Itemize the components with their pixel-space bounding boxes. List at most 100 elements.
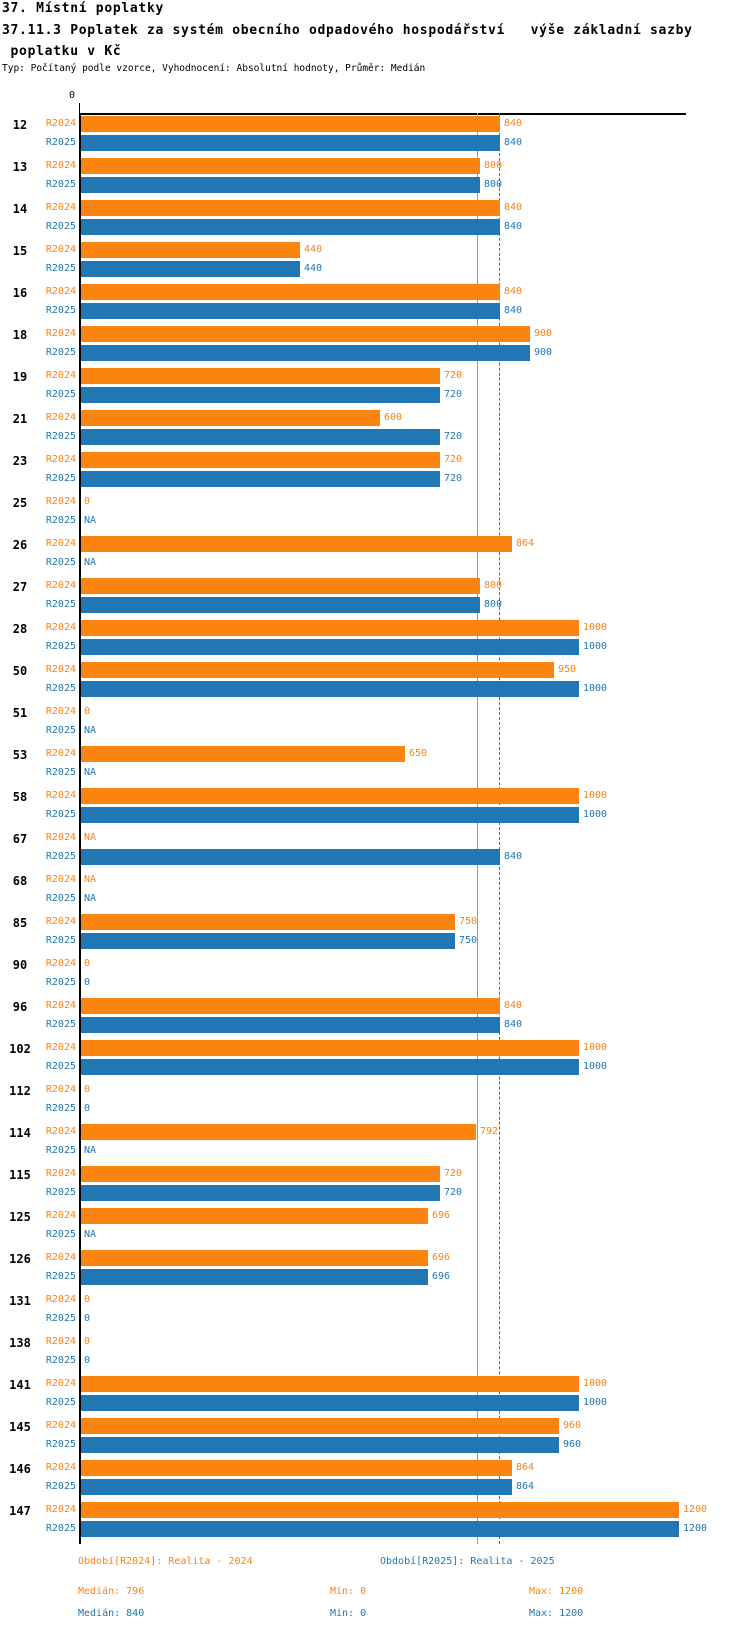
bar-track: 0 — [81, 1082, 90, 1098]
category-row: 14 R2024 840 R2025 840 — [0, 200, 750, 242]
bar-track: 1000 — [81, 1059, 607, 1075]
bar-value-label: 840 — [504, 221, 523, 232]
bar-row-r2025: R2025 720 — [0, 429, 750, 445]
bar-value-label: 0 — [84, 1084, 91, 1095]
bar-track: 0 — [81, 1311, 90, 1327]
bar-value-label: 900 — [534, 347, 553, 358]
bar-r2024 — [81, 1418, 559, 1434]
bar-row-r2024: R2024 0 — [0, 494, 750, 510]
series-label-r2024: R2024 — [45, 160, 76, 171]
category-row: 16 R2024 840 R2025 840 — [0, 284, 750, 326]
series-label-r2025: R2025 — [45, 221, 76, 232]
series-label-r2025: R2025 — [45, 599, 76, 610]
category-row: 58 R2024 1000 R2025 1000 — [0, 788, 750, 830]
series-label-r2024: R2024 — [45, 1420, 76, 1431]
bar-row-r2025: R2025 696 — [0, 1269, 750, 1285]
series-label-r2025: R2025 — [45, 1271, 76, 1282]
x-axis-zero-tick — [79, 103, 80, 113]
category-label: 147 — [9, 1504, 31, 1518]
bar-row-r2025: R2025 NA — [0, 891, 750, 907]
category-row: 90 R2024 0 R2025 0 — [0, 956, 750, 998]
bar-track: 650 — [81, 746, 427, 762]
series-label-r2024: R2024 — [45, 748, 76, 759]
bar-value-label: 696 — [432, 1210, 451, 1221]
bar-value-label: 0 — [84, 1313, 91, 1324]
bar-row-r2024: R2024 720 — [0, 368, 750, 384]
bar-track: 800 — [81, 158, 502, 174]
bar-value-label: 720 — [444, 389, 463, 400]
bar-value-label: NA — [84, 832, 97, 843]
chart-rows: 12 R2024 840 R2025 840 13 R2024 800 R2025 800 14 R2… — [0, 116, 750, 1544]
bar-value-label: 720 — [444, 454, 463, 465]
bar-value-label: 750 — [459, 935, 478, 946]
category-row: 85 R2024 750 R2025 750 — [0, 914, 750, 956]
bar-value-label: 650 — [409, 748, 428, 759]
bar-row-r2025: R2025 1000 — [0, 1059, 750, 1075]
bar-track: 840 — [81, 284, 522, 300]
bar-r2024 — [81, 1460, 512, 1476]
category-label: 53 — [12, 748, 28, 762]
bar-row-r2024: R2024 960 — [0, 1418, 750, 1434]
series-label-r2024: R2024 — [45, 1294, 76, 1305]
series-label-r2024: R2024 — [45, 538, 76, 549]
bar-track: 720 — [81, 1185, 462, 1201]
series-label-r2024: R2024 — [45, 790, 76, 801]
bar-r2024 — [81, 620, 579, 636]
bar-row-r2024: R2024 650 — [0, 746, 750, 762]
bar-row-r2025: R2025 1000 — [0, 807, 750, 823]
series-label-r2024: R2024 — [45, 580, 76, 591]
series-label-r2025: R2025 — [45, 641, 76, 652]
category-row: 23 R2024 720 R2025 720 — [0, 452, 750, 494]
bar-r2024 — [81, 158, 480, 174]
bar-row-r2024: R2024 840 — [0, 200, 750, 216]
series-label-r2025: R2025 — [45, 1313, 76, 1324]
bar-row-r2024: R2024 840 — [0, 998, 750, 1014]
bar-value-label: 1000 — [583, 683, 608, 694]
stat-median-r2024: Medián: 796 — [78, 1586, 145, 1597]
bar-track: 720 — [81, 387, 462, 403]
bar-row-r2025: R2025 720 — [0, 471, 750, 487]
bar-value-label: 0 — [84, 706, 91, 717]
series-label-r2025: R2025 — [45, 767, 76, 778]
bar-r2024 — [81, 326, 530, 342]
bar-row-r2025: R2025 0 — [0, 1353, 750, 1369]
bar-r2024 — [81, 200, 500, 216]
bar-track: 0 — [81, 956, 90, 972]
category-label: 146 — [9, 1462, 31, 1476]
bar-r2025 — [81, 303, 500, 319]
series-label-r2025: R2025 — [45, 935, 76, 946]
bar-track: NA — [81, 891, 96, 907]
bar-value-label: 1000 — [583, 1061, 608, 1072]
chart-subtitle-line1: 37.11.3 Poplatek za systém obecního odpa… — [2, 23, 693, 38]
bar-track: 864 — [81, 1479, 534, 1495]
bar-r2024 — [81, 746, 405, 762]
bar-value-label: 840 — [504, 118, 523, 129]
stat-max-r2025: Max: 1200 — [529, 1608, 584, 1619]
category-label: 15 — [12, 244, 28, 258]
bar-value-label: 720 — [444, 370, 463, 381]
bar-row-r2024: R2024 840 — [0, 284, 750, 300]
bar-row-r2024: R2024 1000 — [0, 620, 750, 636]
bar-row-r2024: R2024 750 — [0, 914, 750, 930]
bar-value-label: 840 — [504, 1019, 523, 1030]
series-label-r2025: R2025 — [45, 1061, 76, 1072]
category-label: 138 — [9, 1336, 31, 1350]
bar-value-label: 1200 — [683, 1504, 708, 1515]
bar-track: 1000 — [81, 639, 607, 655]
bar-track: 1000 — [81, 1395, 607, 1411]
category-label: 12 — [12, 118, 28, 132]
category-row: 19 R2024 720 R2025 720 — [0, 368, 750, 410]
category-row: 51 R2024 0 R2025 NA — [0, 704, 750, 746]
category-row: 145 R2024 960 R2025 960 — [0, 1418, 750, 1460]
bar-track: NA — [81, 1143, 96, 1159]
bar-value-label: 840 — [504, 202, 523, 213]
bar-value-label: 750 — [459, 916, 478, 927]
bar-r2024 — [81, 662, 554, 678]
bar-r2025 — [81, 807, 579, 823]
bar-r2024 — [81, 1502, 679, 1518]
bar-track: 0 — [81, 1292, 90, 1308]
category-row: 131 R2024 0 R2025 0 — [0, 1292, 750, 1334]
category-label: 21 — [12, 412, 28, 426]
bar-r2024 — [81, 1208, 428, 1224]
bar-value-label: 800 — [484, 599, 503, 610]
